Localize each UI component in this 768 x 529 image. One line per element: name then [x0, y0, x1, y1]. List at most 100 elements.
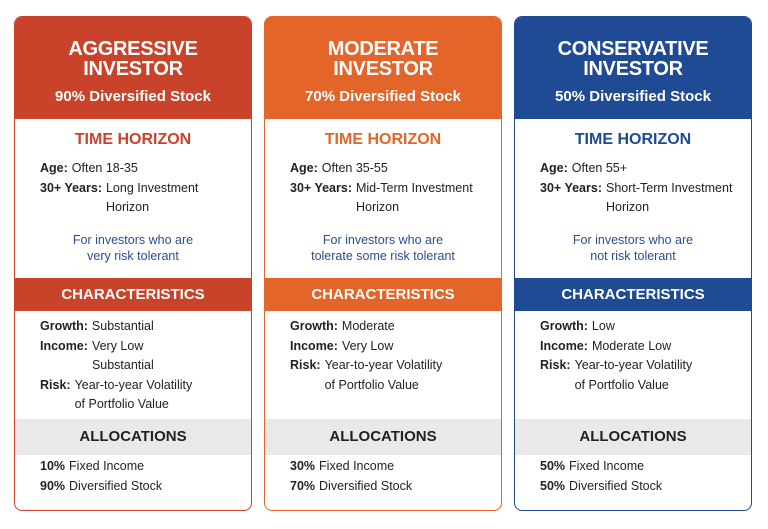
characteristics-bar: CHARACTERISTICS: [265, 278, 501, 311]
item-row: Risk: Year-to-year Volatility of Portfolio…: [40, 376, 251, 415]
item-text-line: Very Low: [91, 338, 144, 353]
characteristics-bar: CHARACTERISTICS: [515, 278, 751, 311]
time-items: Age: Often 55+ 30+ Years: Short-Term Invest…: [540, 159, 751, 218]
characteristics-bar: CHARACTERISTICS: [15, 278, 251, 311]
item-text-line: Long Investment: [105, 180, 199, 195]
item-row: 50% Diversified Stock: [540, 477, 751, 497]
title-line: INVESTOR: [333, 58, 433, 80]
item-text-line: Diversified Stock: [319, 478, 413, 493]
item-label: Growth:: [290, 319, 338, 333]
allocation-items: 10% Fixed Income 90% Diversified Stock: [15, 455, 251, 496]
item-text: Fixed Income: [319, 457, 394, 477]
item-row: Age: Often 55+: [540, 159, 751, 179]
item-label: Income:: [290, 338, 338, 353]
item-row: Growth: Moderate: [290, 317, 501, 337]
item-row: Age: Often 18-35: [40, 159, 251, 179]
item-text-line: Often 18-35: [71, 161, 138, 175]
item-row: Income: Very Low Substantial: [40, 337, 251, 376]
item-text-line: Year-to-year Volatility: [74, 377, 193, 392]
time-items: Age: Often 35-55 30+ Years: Mid-Term Invest…: [290, 159, 501, 218]
item-row: 50% Fixed Income: [540, 457, 751, 477]
note-line: tolerate some risk tolerant: [311, 248, 455, 263]
item-text: Year-to-year Volatility of Portfolio Valu…: [75, 376, 193, 415]
item-text: Diversified Stock: [319, 477, 412, 497]
characteristics-items: Growth: Low Income: Moderate Low Risk: Year-t…: [515, 311, 751, 419]
item-text-line: Often 55+: [571, 161, 628, 175]
item-label: Income:: [40, 338, 88, 353]
item-row: 30% Fixed Income: [290, 457, 501, 477]
item-label: Growth:: [40, 319, 88, 333]
item-text-line: of Portfolio Value: [74, 397, 169, 411]
note: For investors who are very risk tolerant: [15, 232, 251, 264]
item-text: Very Low: [342, 337, 393, 357]
card-title: AGGRESSIVE INVESTOR: [15, 39, 251, 79]
section-heading: TIME HORIZON: [74, 131, 192, 148]
characteristics-items: Growth: Substantial Income: Very Low Substan…: [15, 311, 251, 419]
item-text: Short-Term Investment Horizon: [606, 179, 732, 218]
item-row: 30+ Years: Mid-Term Investment Horizon: [290, 179, 501, 218]
item-label: 30+ Years:: [540, 180, 602, 195]
item-text-line: Diversified Stock: [569, 478, 663, 493]
item-text: Year-to-year Volatility of Portfolio Valu…: [325, 356, 443, 395]
item-text-line: Short-Term Investment: [605, 180, 733, 195]
item-label: 50%: [540, 478, 566, 493]
item-row: 30+ Years: Short-Term Investment Horizon: [540, 179, 751, 218]
item-row: 70% Diversified Stock: [290, 477, 501, 497]
item-text: Diversified Stock: [69, 477, 162, 497]
item-text: Fixed Income: [69, 457, 144, 477]
note: For investors who are tolerate some risk …: [265, 232, 501, 264]
item-label: Risk:: [290, 358, 321, 372]
item-text: Fixed Income: [569, 457, 644, 477]
section-heading: TIME HORIZON: [574, 131, 692, 148]
time-section: TIME HORIZON Age: Often 18-35 30+ Years: Lon…: [15, 119, 251, 278]
item-label: Risk:: [540, 358, 571, 372]
item-row: Risk: Year-to-year Volatility of Portfolio…: [540, 356, 751, 395]
note-line: For investors who are: [322, 232, 444, 247]
card-header: MODERATE INVESTOR 70% Diversified Stock: [265, 17, 501, 119]
allocations-bar: ALLOCATIONS: [515, 419, 751, 455]
item-text: Moderate: [342, 317, 395, 337]
item-text-line: Substantial: [91, 358, 154, 372]
item-row: Risk: Year-to-year Volatility of Portfolio…: [290, 356, 501, 395]
item-text-line: Fixed Income: [319, 459, 395, 473]
item-row: Growth: Substantial: [40, 317, 251, 337]
item-text-line: Low: [591, 319, 615, 333]
investor-card: CONSERVATIVE INVESTOR 50% Diversified Stoc…: [514, 16, 752, 511]
card-subtitle: 90% Diversified Stock: [55, 88, 211, 105]
item-text-line: Very Low: [341, 338, 394, 353]
time-items: Age: Often 18-35 30+ Years: Long Investment…: [40, 159, 251, 218]
card-header: CONSERVATIVE INVESTOR 50% Diversified Stoc…: [515, 17, 751, 119]
item-text-line: Often 35-55: [321, 161, 388, 175]
item-label: 30+ Years:: [290, 180, 352, 195]
item-text: Often 18-35: [72, 159, 138, 179]
note-line: not risk tolerant: [590, 248, 676, 263]
item-label: Growth:: [540, 319, 588, 333]
characteristics-items: Growth: Moderate Income: Very Low Risk: Year-…: [265, 311, 501, 419]
section-heading: TIME HORIZON: [324, 131, 442, 148]
card-subtitle: 70% Diversified Stock: [305, 88, 461, 105]
allocations-bar: ALLOCATIONS: [15, 419, 251, 455]
item-text-line: Horizon: [105, 200, 150, 214]
item-label: 70%: [290, 478, 316, 493]
item-row: Age: Often 35-55: [290, 159, 501, 179]
note-line: For investors who are: [72, 232, 194, 247]
item-text-line: of Portfolio Value: [574, 377, 669, 392]
allocations-bar: ALLOCATIONS: [265, 419, 501, 455]
investor-card: AGGRESSIVE INVESTOR 90% Diversified Stock T…: [14, 16, 252, 511]
investor-card: MODERATE INVESTOR 70% Diversified Stock TIM…: [264, 16, 502, 511]
item-row: Growth: Low: [540, 317, 751, 337]
allocation-items: 30% Fixed Income 70% Diversified Stock: [265, 455, 501, 496]
item-label: Age:: [290, 161, 318, 175]
item-row: 30+ Years: Long Investment Horizon: [40, 179, 251, 218]
item-label: Age:: [540, 161, 568, 175]
item-text-line: Mid-Term Investment: [355, 180, 473, 195]
item-text-line: Diversified Stock: [69, 478, 163, 493]
title-line: INVESTOR: [583, 58, 683, 80]
item-label: Age:: [40, 161, 68, 175]
item-label: 30%: [290, 459, 316, 473]
item-text-line: Substantial: [91, 319, 154, 333]
note-line: For investors who are: [572, 232, 694, 247]
item-row: 10% Fixed Income: [40, 457, 251, 477]
item-text-line: Fixed Income: [69, 459, 145, 473]
